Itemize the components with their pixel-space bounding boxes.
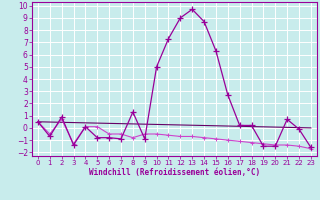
X-axis label: Windchill (Refroidissement éolien,°C): Windchill (Refroidissement éolien,°C)	[89, 168, 260, 177]
